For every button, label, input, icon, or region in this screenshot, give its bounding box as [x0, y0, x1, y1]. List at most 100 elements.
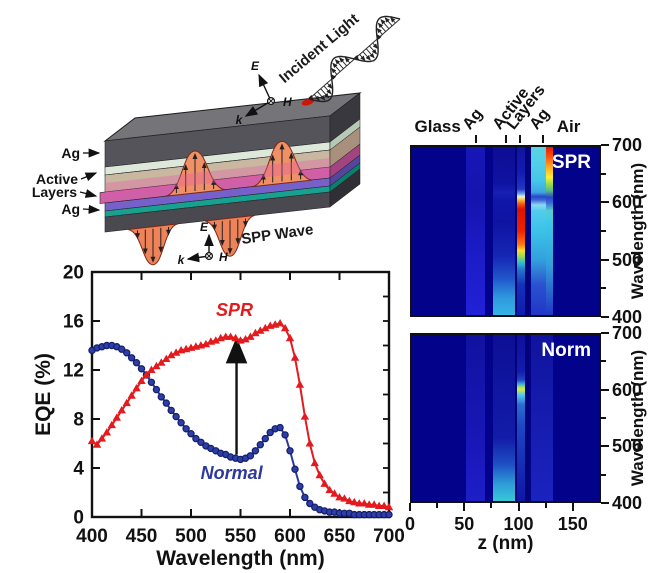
y-tick-label: 0 [73, 508, 84, 529]
wavelength-tick-label: 600 [612, 379, 643, 400]
y-minor-tick [601, 287, 606, 290]
marker-triangle [251, 328, 260, 337]
device-side-faces [329, 92, 361, 208]
marker-circle [122, 349, 131, 357]
y-tick [601, 332, 609, 334]
marker-circle [276, 423, 284, 432]
marker-circle [281, 431, 289, 439]
z-axis-title: z (nm) [477, 533, 534, 554]
y-tick-label: 8 [73, 410, 84, 431]
marker-triangle [87, 436, 97, 445]
marker-circle [246, 452, 255, 460]
y-tick [601, 144, 609, 146]
marker-triangle [127, 391, 136, 399]
marker-triangle [92, 440, 102, 448]
z-tick-label: 50 [454, 514, 475, 534]
marker-circle [177, 418, 185, 427]
polarization-triad-top: E k H [236, 59, 292, 127]
marker-triangle [256, 326, 265, 334]
wavelength-tick-label: 700 [612, 323, 643, 343]
heatmap-band [515, 147, 518, 315]
spp-wave-label: SPP Wave [240, 221, 314, 248]
y-tick [601, 388, 609, 391]
series-annotation-spr: SPR [216, 300, 253, 320]
marker-triangle [335, 493, 344, 501]
heatmap-band [515, 335, 518, 501]
marker-triangle [162, 354, 171, 362]
k-axis-label: k [236, 113, 244, 127]
marker-circle [261, 434, 269, 443]
marker-circle [301, 493, 309, 502]
device-schematic: Incident Light E k H E k H SPP Wave Ag A… [32, 10, 401, 266]
top-tick [474, 135, 477, 143]
wavelength-tick-label: 700 [612, 135, 643, 155]
marker-triangle [261, 323, 270, 332]
marker-triangle [152, 361, 161, 370]
marker-circle [167, 406, 175, 415]
incident-light-label: Incident Light [276, 10, 362, 86]
marker-triangle [137, 376, 146, 384]
marker-circle [266, 428, 274, 437]
marker-triangle [142, 370, 151, 378]
y-tick-label: 12 [63, 361, 84, 382]
marker-triangle [310, 458, 319, 467]
y-axis-title: EQE (%) [32, 353, 55, 436]
ag-top-label: Ag [61, 145, 80, 161]
ag-bottom-label: Ag [61, 201, 80, 217]
y-minor-tick [601, 360, 606, 363]
marker-triangle [280, 323, 290, 332]
marker-triangle [117, 406, 126, 414]
marker-triangle [275, 319, 285, 327]
marker-circle [296, 482, 304, 491]
z-minor-tick [490, 503, 493, 508]
marker-triangle [350, 497, 359, 506]
wavelength-tick-label: 500 [612, 249, 643, 270]
wavelength-axis-title: Wavelength (nm) [628, 349, 647, 487]
layers-label: Layers [32, 184, 77, 200]
region-label-glass: Glass [414, 117, 461, 136]
heatmap-band [530, 335, 553, 501]
e-axis-label: E [200, 220, 209, 234]
marker-circle [172, 412, 180, 421]
y-tick [601, 201, 609, 204]
heatmap-norm: Norm [410, 333, 601, 503]
h-axis-label: H [283, 95, 292, 109]
marker-triangle [157, 358, 166, 366]
x-tick-label: 500 [175, 526, 207, 547]
marker-circle [306, 499, 314, 508]
marker-triangle [241, 335, 250, 343]
marker-circle [197, 438, 205, 446]
marker-triangle [231, 333, 240, 342]
z-tick [571, 503, 574, 511]
layer-callouts: Ag Active Layers Ag [32, 145, 101, 217]
x-tick-label: 450 [126, 526, 158, 547]
marker-triangle [290, 353, 300, 361]
marker-circle [291, 465, 299, 473]
marker-circle [117, 345, 126, 353]
x-tick-label: 650 [324, 526, 356, 547]
marker-circle [256, 440, 264, 449]
marker-triangle [132, 384, 141, 392]
z-minor-tick [544, 503, 547, 508]
marker-triangle [320, 479, 329, 487]
y-tick [601, 445, 609, 448]
incident-light-wave [308, 15, 401, 103]
marker-circle [132, 358, 141, 367]
marker-triangle [295, 380, 305, 388]
wavelength-tick-label: 400 [612, 307, 643, 327]
marker-triangle [171, 348, 181, 356]
y-tick [601, 502, 609, 504]
marker-triangle [122, 398, 131, 407]
heatmap-band [517, 147, 526, 315]
heatmap-band [545, 147, 553, 315]
wavelength-axis-title: Wavelength (nm) [628, 162, 647, 300]
map-title-spr: SPR [551, 152, 591, 173]
heatmap-band [492, 147, 516, 315]
y-minor-tick [601, 417, 606, 419]
marker-circle [162, 399, 170, 407]
marker-triangle [340, 494, 349, 502]
x-tick-label: 400 [76, 526, 108, 547]
marker-circle [152, 385, 161, 394]
heatmap-band [466, 335, 485, 501]
top-tick [518, 135, 521, 143]
